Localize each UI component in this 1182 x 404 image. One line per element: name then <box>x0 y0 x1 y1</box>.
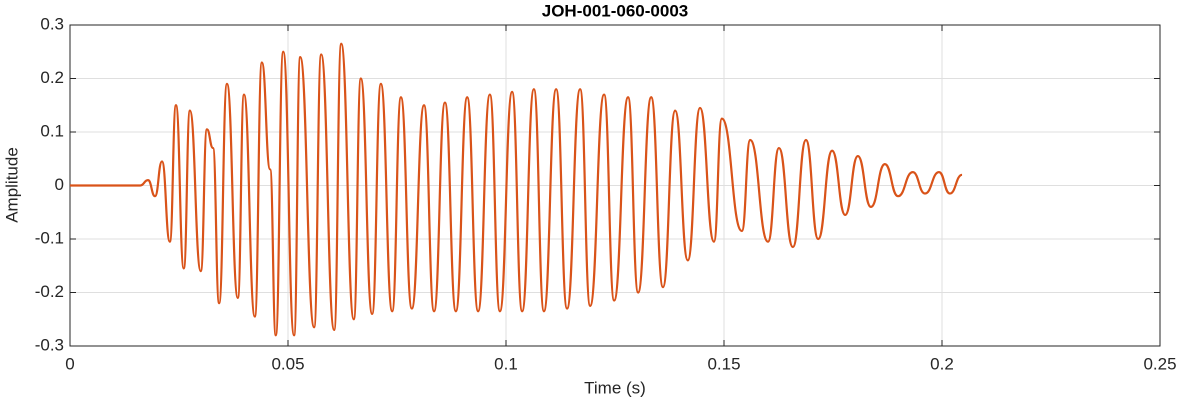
y-tick-label: 0 <box>55 175 64 194</box>
y-axis-label: Amplitude <box>2 147 21 223</box>
x-tick-label: 0.05 <box>271 354 304 373</box>
x-tick-label: 0.25 <box>1143 354 1176 373</box>
y-tick-label: 0.1 <box>40 121 64 140</box>
x-tick-label: 0.15 <box>707 354 740 373</box>
y-tick-label: 0.3 <box>40 14 64 33</box>
chart-title: JOH-001-060-0003 <box>542 1 688 20</box>
y-tick-label: 0.2 <box>40 68 64 87</box>
waveform-line <box>69 42 963 337</box>
x-tick-label: 0.2 <box>930 354 954 373</box>
x-axis-label: Time (s) <box>584 378 646 397</box>
x-tick-label: 0.1 <box>494 354 518 373</box>
y-tick-label: -0.1 <box>35 228 64 247</box>
x-tick-label: 0 <box>65 354 74 373</box>
y-tick-label: -0.2 <box>35 282 64 301</box>
y-tick-label: -0.3 <box>35 335 64 354</box>
